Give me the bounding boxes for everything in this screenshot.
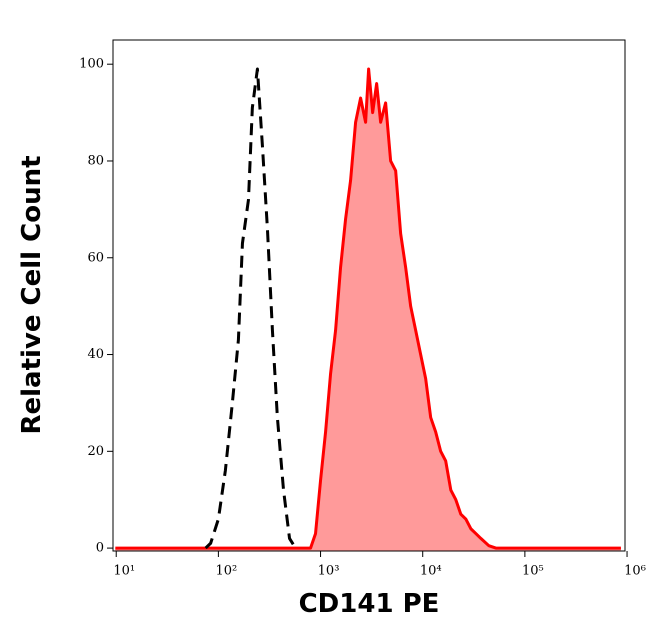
plot-frame bbox=[112, 39, 626, 552]
y-tick-label: 60 bbox=[87, 250, 104, 265]
x-tick-label: 10² bbox=[216, 564, 238, 579]
x-axis-title: CD141 PE bbox=[299, 589, 440, 619]
x-tick-label: 10⁴ bbox=[420, 564, 442, 579]
x-tick-label: 10⁶ bbox=[624, 564, 646, 579]
y-tick-label: 20 bbox=[87, 444, 104, 459]
y-axis-title: Relative Cell Count bbox=[17, 155, 47, 434]
x-tick-label: 10⁵ bbox=[522, 564, 544, 579]
y-tick-label: 100 bbox=[79, 57, 104, 72]
histogram-area bbox=[115, 69, 621, 551]
histogram-line bbox=[115, 67, 621, 550]
y-tick-label: 40 bbox=[87, 347, 104, 362]
x-tick-label: 10¹ bbox=[113, 564, 135, 579]
x-tick-label: 10³ bbox=[318, 564, 340, 579]
histogram-line bbox=[204, 67, 297, 550]
y-tick-label: 80 bbox=[87, 153, 104, 168]
y-tick-label: 0 bbox=[96, 541, 104, 556]
